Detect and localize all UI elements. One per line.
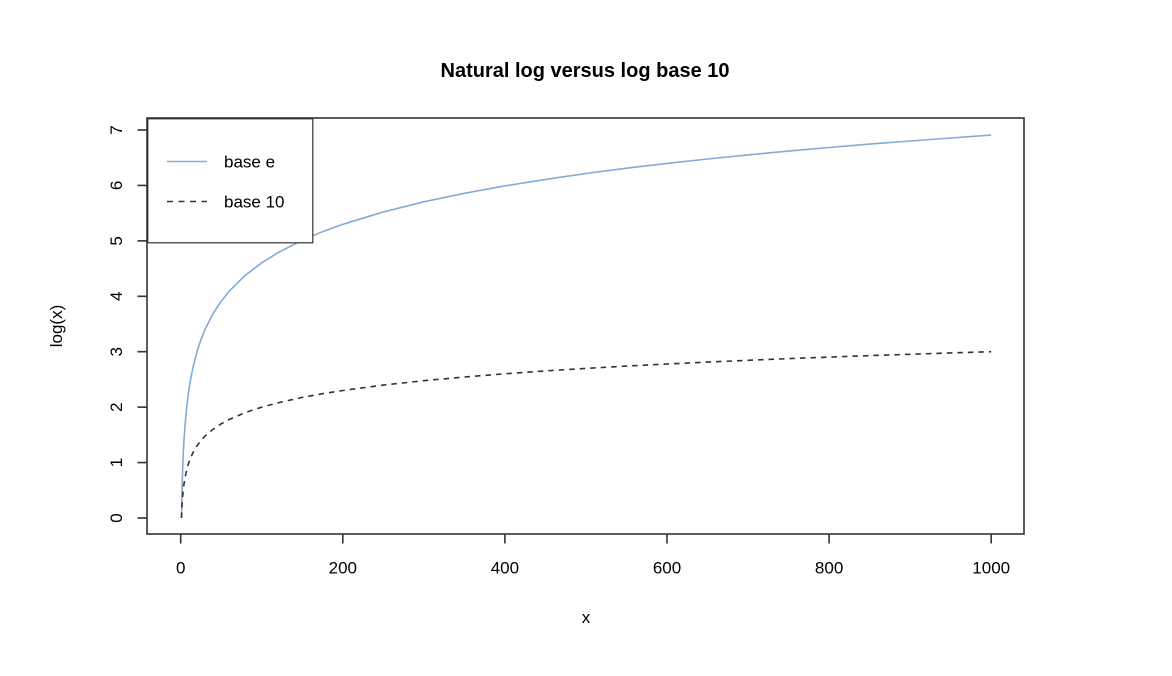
legend-label-base-e: base e	[224, 153, 275, 172]
x-axis-label: x	[582, 608, 591, 627]
y-tick-label: 2	[107, 402, 126, 411]
x-tick-label: 0	[176, 559, 185, 578]
series-line-1	[180, 350, 992, 519]
y-tick-label: 7	[107, 125, 126, 134]
x-axis: 0 200 400 600 800 1000	[176, 534, 1010, 578]
y-tick-label: 6	[107, 181, 126, 190]
y-tick-label: 0	[107, 513, 126, 522]
x-tick-label: 600	[653, 559, 681, 578]
y-axis-label: log(x)	[47, 305, 66, 348]
legend-label-base-10: base 10	[224, 193, 285, 212]
x-tick-label: 800	[815, 559, 843, 578]
y-tick-label: 3	[107, 347, 126, 356]
y-tick-label: 1	[107, 458, 126, 467]
legend-box	[147, 118, 314, 244]
plot-border	[146, 117, 1025, 535]
y-axis: 0 1 2 3 4 5 6 7	[107, 125, 147, 523]
x-tick-label: 1000	[972, 559, 1010, 578]
series-line-0	[180, 134, 992, 519]
y-tick-label: 4	[107, 292, 126, 301]
x-tick-label: 400	[491, 559, 519, 578]
chart-title: Natural log versus log base 10	[441, 60, 730, 82]
series-lines	[180, 134, 992, 519]
x-tick-label: 200	[329, 559, 357, 578]
legend: base e base 10	[147, 118, 314, 244]
y-tick-label: 5	[107, 236, 126, 245]
